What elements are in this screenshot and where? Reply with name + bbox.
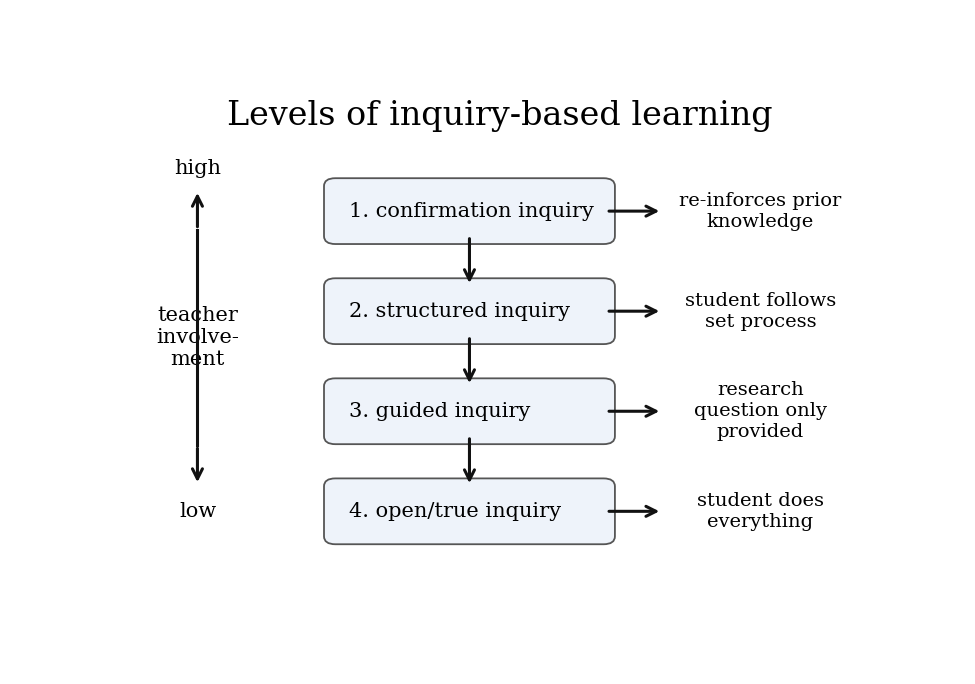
Text: 3. guided inquiry: 3. guided inquiry [349,402,530,421]
Text: 4. open/true inquiry: 4. open/true inquiry [349,502,561,521]
Text: Levels of inquiry-based learning: Levels of inquiry-based learning [227,101,772,132]
Text: 1. confirmation inquiry: 1. confirmation inquiry [349,202,594,221]
FancyBboxPatch shape [324,378,615,444]
FancyBboxPatch shape [324,478,615,544]
FancyBboxPatch shape [324,278,615,344]
Text: student follows
set process: student follows set process [684,292,836,330]
Text: student does
everything: student does everything [697,492,824,531]
FancyBboxPatch shape [324,179,615,244]
Text: 2. structured inquiry: 2. structured inquiry [349,302,570,321]
Text: low: low [178,502,216,521]
Text: research
question only
provided: research question only provided [694,382,827,441]
Text: high: high [174,159,221,179]
Text: teacher
involve-
ment: teacher involve- ment [156,306,239,369]
Text: re-inforces prior
knowledge: re-inforces prior knowledge [680,192,841,231]
